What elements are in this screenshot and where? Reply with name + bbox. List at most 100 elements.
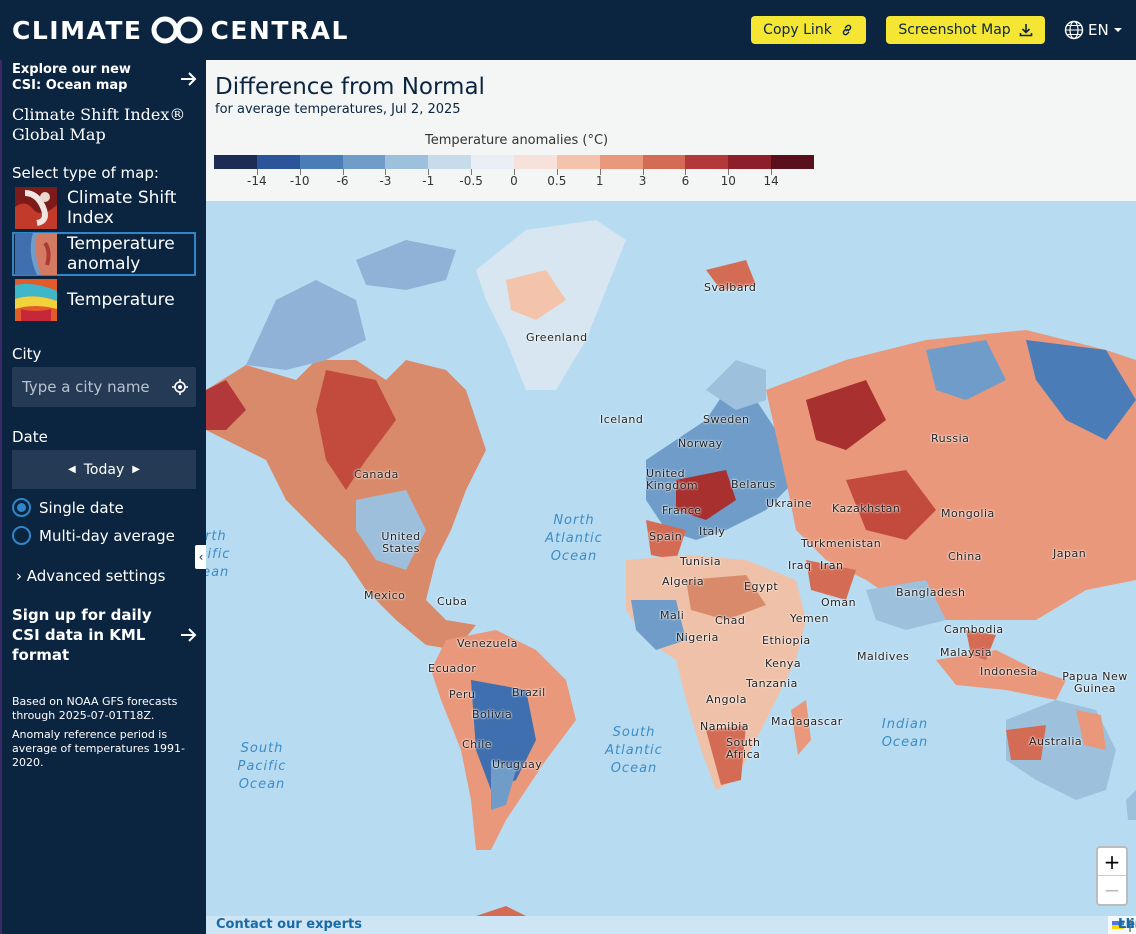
scale-swatch (642, 155, 686, 169)
csi-thumbnail-icon (15, 187, 57, 229)
place-label: Peru (449, 688, 476, 701)
leaflet-link[interactable]: Leaflet (1117, 917, 1136, 932)
place-label: Namibia (700, 720, 750, 733)
place-label: Algeria (662, 575, 705, 588)
app-title: Climate Shift Index® Global Map (12, 105, 186, 144)
date-picker: ◀ Today ▶ (12, 450, 196, 489)
place-label: Ecuador (428, 662, 477, 675)
arrow-right-icon (181, 628, 197, 642)
ocean-map-link[interactable]: Explore our new CSI: Ocean map (12, 62, 198, 96)
place-label: Ukraine (766, 497, 812, 510)
scale-swatch (599, 155, 643, 169)
map-type-csi-label: Climate Shift Index (67, 188, 177, 228)
place-label: Greenland (526, 331, 588, 344)
place-label: Papua New Guinea (1062, 670, 1128, 695)
logo[interactable]: CLIMATE CENTRAL (12, 14, 349, 46)
map-type-temperature-anomaly[interactable]: Temperature anomaly (12, 232, 196, 276)
ocean-map-link-label: Explore our new CSI: Ocean map (12, 62, 131, 93)
place-label: Iraq (788, 559, 812, 572)
forecast-note: Based on NOAA GFS forecasts through 2025… (12, 695, 178, 722)
place-label: Chad (715, 614, 746, 627)
place-label: Canada (354, 468, 399, 481)
chevron-right-icon: › (16, 567, 22, 585)
advanced-settings-label: Advanced settings (26, 567, 166, 585)
place-label: Nigeria (676, 631, 719, 644)
kml-signup-link[interactable]: Sign up for daily CSI data in KML format (12, 605, 198, 665)
arrow-right-icon (181, 72, 197, 86)
place-label: Cuba (437, 595, 468, 608)
place-label: Bangladesh (896, 586, 966, 599)
map-view[interactable]: Difference from Normal for average tempe… (206, 60, 1136, 934)
place-label: Cambodia (944, 623, 1004, 636)
scale-tick (385, 169, 387, 175)
place-label: Japan (1053, 547, 1087, 560)
attribution-separator: | (1127, 918, 1132, 932)
place-label: Tunisia (680, 555, 722, 568)
scale-swatch (428, 155, 472, 169)
single-date-label: Single date (39, 498, 124, 517)
place-label: Tanzania (746, 677, 798, 690)
world-map[interactable] (206, 60, 1136, 934)
legend-subtitle: for average temperatures, Jul 2, 2025 (215, 102, 461, 117)
collapse-sidebar-button[interactable]: ‹ (194, 544, 208, 570)
locate-icon[interactable] (172, 379, 188, 395)
scale-swatch (685, 155, 729, 169)
map-footer: Contact our experts Leaflet | climatecen… (206, 916, 1136, 934)
city-search-input[interactable] (12, 367, 162, 407)
scale-tick-label: -14 (247, 174, 267, 188)
scale-swatch (299, 155, 343, 169)
place-label: Iceland (600, 413, 644, 426)
reference-note: Anomaly reference period is average of t… (12, 728, 185, 769)
scale-tick-label: -6 (336, 174, 349, 188)
place-label: Mali (660, 609, 685, 622)
date-value[interactable]: Today (83, 461, 125, 478)
place-label: Uruguay (492, 758, 543, 771)
scale-ticks: -14 -10 -6 -3 -1 -0.5 0 0.5 1 3 6 10 14 (214, 169, 814, 193)
map-type-temperature[interactable]: Temperature (12, 278, 196, 322)
advanced-settings-toggle[interactable]: › Advanced settings (16, 567, 165, 585)
temperature-thumbnail-icon (15, 279, 57, 321)
date-prev-icon[interactable]: ◀ (68, 464, 76, 475)
climatecentral-link[interactable]: climatecentral.org (1117, 917, 1136, 932)
legend-panel: Difference from Normal for average tempe… (206, 60, 1136, 201)
place-label: Maldives (857, 650, 910, 663)
zoom-control: + − (1096, 846, 1128, 906)
language-selector[interactable]: EN (1064, 18, 1123, 42)
map-type-label: Select type of map: (12, 164, 159, 182)
top-header: CLIMATE CENTRAL Copy Link Screenshot Map… (0, 0, 1136, 60)
place-label: Italy (699, 525, 726, 538)
single-date-option[interactable]: Single date (12, 498, 124, 517)
logo-mark-icon (151, 16, 202, 44)
place-label: Australia (1029, 735, 1083, 748)
date-next-icon[interactable]: ▶ (132, 464, 140, 475)
scale-tick (599, 169, 601, 175)
place-label: South Africa (726, 736, 761, 761)
copy-link-button[interactable]: Copy Link (751, 16, 866, 44)
place-label: Svalbard (704, 281, 757, 294)
globe-icon (1064, 20, 1084, 40)
screenshot-map-button[interactable]: Screenshot Map (886, 16, 1045, 44)
scale-swatch (471, 155, 515, 169)
map-type-temperature-label: Temperature (67, 290, 175, 310)
scale-swatch (556, 155, 600, 169)
legend-title: Difference from Normal (215, 74, 485, 100)
scale-tick (256, 169, 258, 175)
zoom-in-button[interactable]: + (1098, 848, 1126, 876)
scale-tick (728, 169, 730, 175)
map-type-csi[interactable]: Climate Shift Index (12, 186, 196, 230)
place-label: Madagascar (771, 715, 843, 728)
ocean-label: South Atlantic Ocean (605, 725, 663, 776)
place-label: Yemen (790, 612, 829, 625)
scale-tick (342, 169, 344, 175)
multi-day-option[interactable]: Multi-day average (12, 526, 175, 545)
scale-tick-label: -10 (289, 174, 310, 188)
scale-tick (471, 169, 473, 175)
scale-tick-label: -3 (379, 174, 392, 188)
zoom-out-button[interactable]: − (1103, 878, 1121, 902)
ocean-label: North Pacific Ocean (206, 529, 231, 580)
scale-tick-label: 1 (595, 174, 604, 188)
scale-swatch (256, 155, 300, 169)
scale-swatch (385, 155, 429, 169)
contact-experts-link[interactable]: Contact our experts (216, 917, 362, 932)
scale-tick-label: 6 (681, 174, 690, 188)
